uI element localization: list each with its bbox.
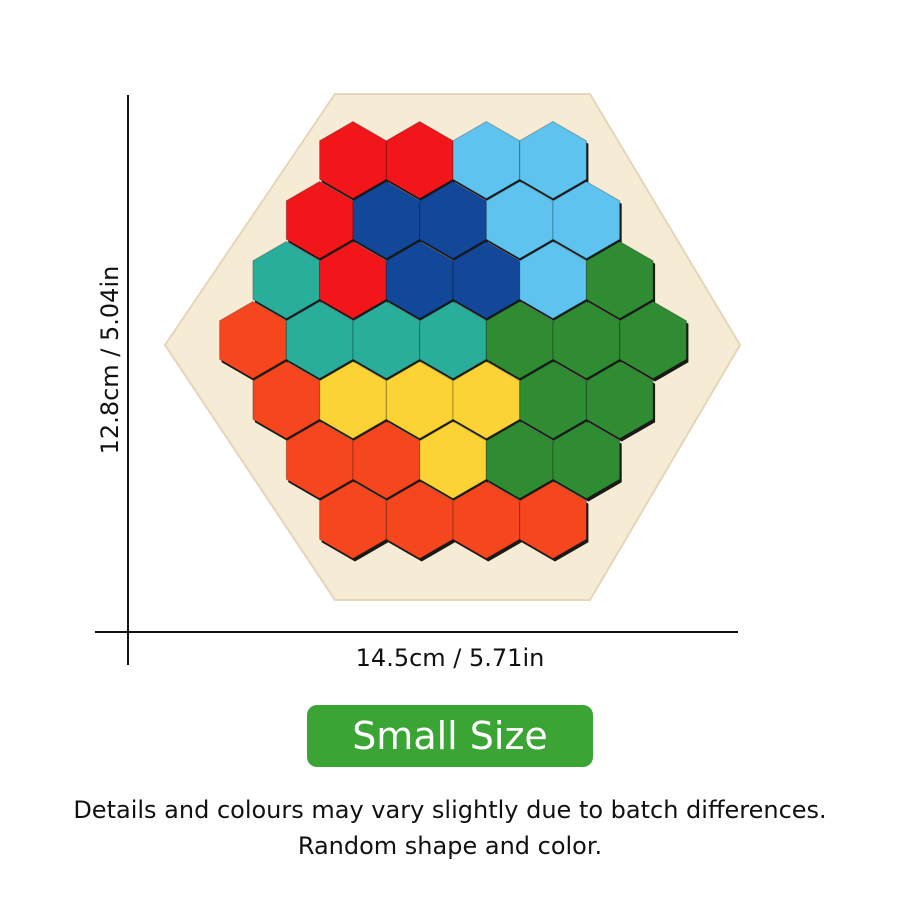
height-label: 12.8cm / 5.04in [96,265,124,455]
size-badge: Small Size [307,705,593,767]
hex-piece-green [585,240,654,320]
hex-piece-lightblue [519,120,587,200]
hex-piece-green [585,360,654,440]
hexagon-pieces [219,120,689,562]
note-line-2: Random shape and color. [297,832,603,860]
hex-piece-green [552,420,621,500]
hex-piece-lightblue [552,180,621,260]
note-line-1: Details and colours may vary slightly du… [73,796,827,824]
hex-piece-orange [519,480,587,560]
hex-piece-green [619,300,687,380]
width-label: 14.5cm / 5.71in [355,644,545,672]
